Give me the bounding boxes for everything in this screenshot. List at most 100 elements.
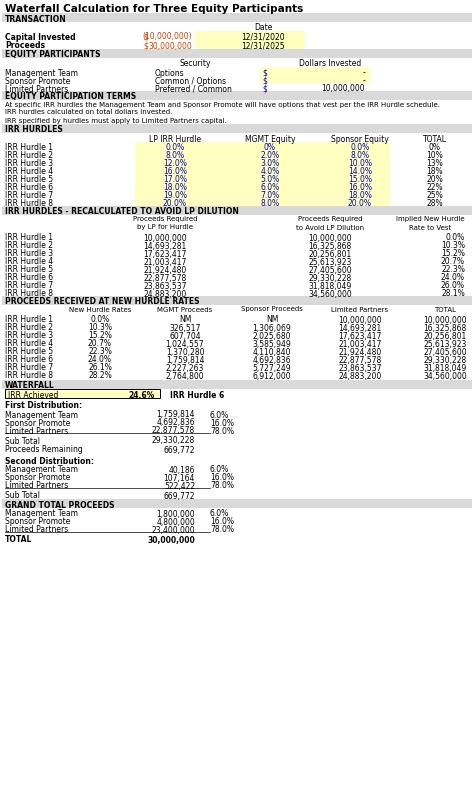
Text: to Avoid LP Dilution: to Avoid LP Dilution: [296, 224, 364, 231]
Bar: [5, 389, 160, 398]
Text: $: $: [262, 68, 267, 78]
Text: -: -: [362, 68, 365, 78]
Bar: [135, 182, 390, 190]
Text: Management Team: Management Team: [5, 411, 78, 419]
Bar: [2, 91, 472, 100]
Bar: [135, 142, 390, 150]
Text: $: $: [143, 33, 148, 41]
Text: PROCEEDS RECEIVED AT NEW HURDLE RATES: PROCEEDS RECEIVED AT NEW HURDLE RATES: [5, 297, 200, 307]
Text: 17.0%: 17.0%: [163, 175, 187, 185]
Text: Implied New Hurdle: Implied New Hurdle: [396, 216, 465, 223]
Bar: [2, 296, 472, 305]
Text: IRR hurdles calculated on total dollars invested.: IRR hurdles calculated on total dollars …: [5, 109, 173, 116]
Bar: [2, 13, 472, 22]
Text: Sponsor Promote: Sponsor Promote: [5, 518, 70, 527]
Text: Sponsor Proceeds: Sponsor Proceeds: [241, 307, 303, 312]
Bar: [2, 499, 472, 508]
Text: 78.0%: 78.0%: [210, 526, 234, 534]
Text: 4,692,836: 4,692,836: [253, 355, 292, 365]
Bar: [135, 198, 390, 206]
Text: 21,924,480: 21,924,480: [338, 347, 382, 357]
Text: Management Team: Management Team: [5, 509, 78, 519]
Text: 20.0%: 20.0%: [163, 200, 187, 209]
Text: Rate to Vest: Rate to Vest: [409, 224, 451, 231]
Text: 7.0%: 7.0%: [260, 191, 280, 201]
Text: 669,772: 669,772: [164, 446, 195, 454]
Text: 0.0%: 0.0%: [446, 233, 465, 243]
Text: 1,759,814: 1,759,814: [156, 411, 195, 419]
Text: Proceeds: Proceeds: [5, 41, 45, 51]
Text: $: $: [143, 41, 148, 51]
Text: Sub Total: Sub Total: [5, 492, 40, 500]
Text: 10,000,000: 10,000,000: [423, 316, 467, 324]
Text: 1,759,814: 1,759,814: [166, 355, 204, 365]
Text: 16.0%: 16.0%: [163, 167, 187, 177]
Text: 6.0%: 6.0%: [210, 465, 229, 474]
Text: 0.0%: 0.0%: [165, 144, 185, 152]
Text: 20.0%: 20.0%: [348, 200, 372, 209]
Text: TOTAL: TOTAL: [5, 535, 32, 545]
Text: 8.0%: 8.0%: [165, 151, 184, 160]
Text: 27,405,600: 27,405,600: [423, 347, 467, 357]
Text: At specific IRR hurdles the Management Team and Sponsor Promote will have option: At specific IRR hurdles the Management T…: [5, 102, 440, 108]
Text: IRR HURDLES - RECALCULATED TO AVOID LP DILUTION: IRR HURDLES - RECALCULATED TO AVOID LP D…: [5, 208, 239, 216]
Text: Date: Date: [254, 24, 272, 33]
Text: 78.0%: 78.0%: [210, 427, 234, 435]
Text: 18.0%: 18.0%: [163, 183, 187, 193]
Text: 10%: 10%: [427, 151, 443, 160]
Text: 10.0%: 10.0%: [348, 159, 372, 168]
Text: 1,370,280: 1,370,280: [166, 347, 204, 357]
Text: Proceeds Remaining: Proceeds Remaining: [5, 446, 83, 454]
Text: by LP for Hurdle: by LP for Hurdle: [137, 224, 193, 231]
Text: 0%: 0%: [264, 144, 276, 152]
Text: IRR Hurdle 5: IRR Hurdle 5: [5, 347, 53, 357]
Bar: [260, 67, 370, 75]
Text: 5,727,249: 5,727,249: [253, 363, 292, 373]
Text: 24.0%: 24.0%: [88, 355, 112, 365]
Text: 20,256,801: 20,256,801: [423, 331, 466, 340]
Text: 23,863,537: 23,863,537: [143, 282, 187, 290]
Text: 14,693,281: 14,693,281: [338, 324, 382, 332]
Text: 12.0%: 12.0%: [163, 159, 187, 168]
Bar: [5, 389, 160, 398]
Text: 16.0%: 16.0%: [348, 183, 372, 193]
Text: IRR Hurdle 5: IRR Hurdle 5: [5, 266, 53, 274]
Text: 17,623,417: 17,623,417: [338, 331, 382, 340]
Text: 16.0%: 16.0%: [210, 518, 234, 527]
Text: 17,623,417: 17,623,417: [143, 250, 187, 259]
Text: 16,325,868: 16,325,868: [423, 324, 466, 332]
Text: MGMT Equity: MGMT Equity: [245, 135, 295, 144]
Text: -: -: [362, 76, 365, 86]
Text: 21,924,480: 21,924,480: [143, 266, 187, 274]
Text: Management Team: Management Team: [5, 68, 78, 78]
Text: TRANSACTION: TRANSACTION: [5, 14, 67, 24]
Text: Sponsor Promote: Sponsor Promote: [5, 473, 70, 482]
Text: 25,613,923: 25,613,923: [308, 258, 352, 266]
Text: IRR Hurdle 3: IRR Hurdle 3: [5, 159, 53, 168]
Text: Sub Total: Sub Total: [5, 436, 40, 446]
Text: Capital Invested: Capital Invested: [5, 33, 76, 41]
Text: 2,025,680: 2,025,680: [253, 331, 291, 340]
Text: Limited Partners: Limited Partners: [5, 526, 68, 534]
Text: 6,912,000: 6,912,000: [253, 371, 292, 381]
Text: 31,818,049: 31,818,049: [309, 282, 352, 290]
Text: 28.1%: 28.1%: [441, 289, 465, 298]
Text: 107,164: 107,164: [164, 473, 195, 482]
Text: 10.3%: 10.3%: [441, 242, 465, 251]
Text: 22.3%: 22.3%: [88, 347, 112, 357]
Text: 0%: 0%: [429, 144, 441, 152]
Text: 23,863,537: 23,863,537: [338, 363, 382, 373]
Text: IRR Hurdle 3: IRR Hurdle 3: [5, 250, 53, 259]
Text: 10,000,000: 10,000,000: [338, 316, 382, 324]
Text: IRR Hurdle 2: IRR Hurdle 2: [5, 151, 53, 160]
Text: 78.0%: 78.0%: [210, 481, 234, 491]
Text: 19.0%: 19.0%: [163, 191, 187, 201]
Text: 22%: 22%: [427, 183, 443, 193]
Text: LP IRR Hurdle: LP IRR Hurdle: [149, 135, 201, 144]
Text: 18%: 18%: [427, 167, 443, 177]
Text: 1,306,069: 1,306,069: [253, 324, 292, 332]
Text: 34,560,000: 34,560,000: [423, 371, 467, 381]
Text: 15.2%: 15.2%: [88, 331, 112, 340]
Text: 1,024,557: 1,024,557: [166, 339, 204, 348]
Text: Second Distribution:: Second Distribution:: [5, 457, 94, 465]
